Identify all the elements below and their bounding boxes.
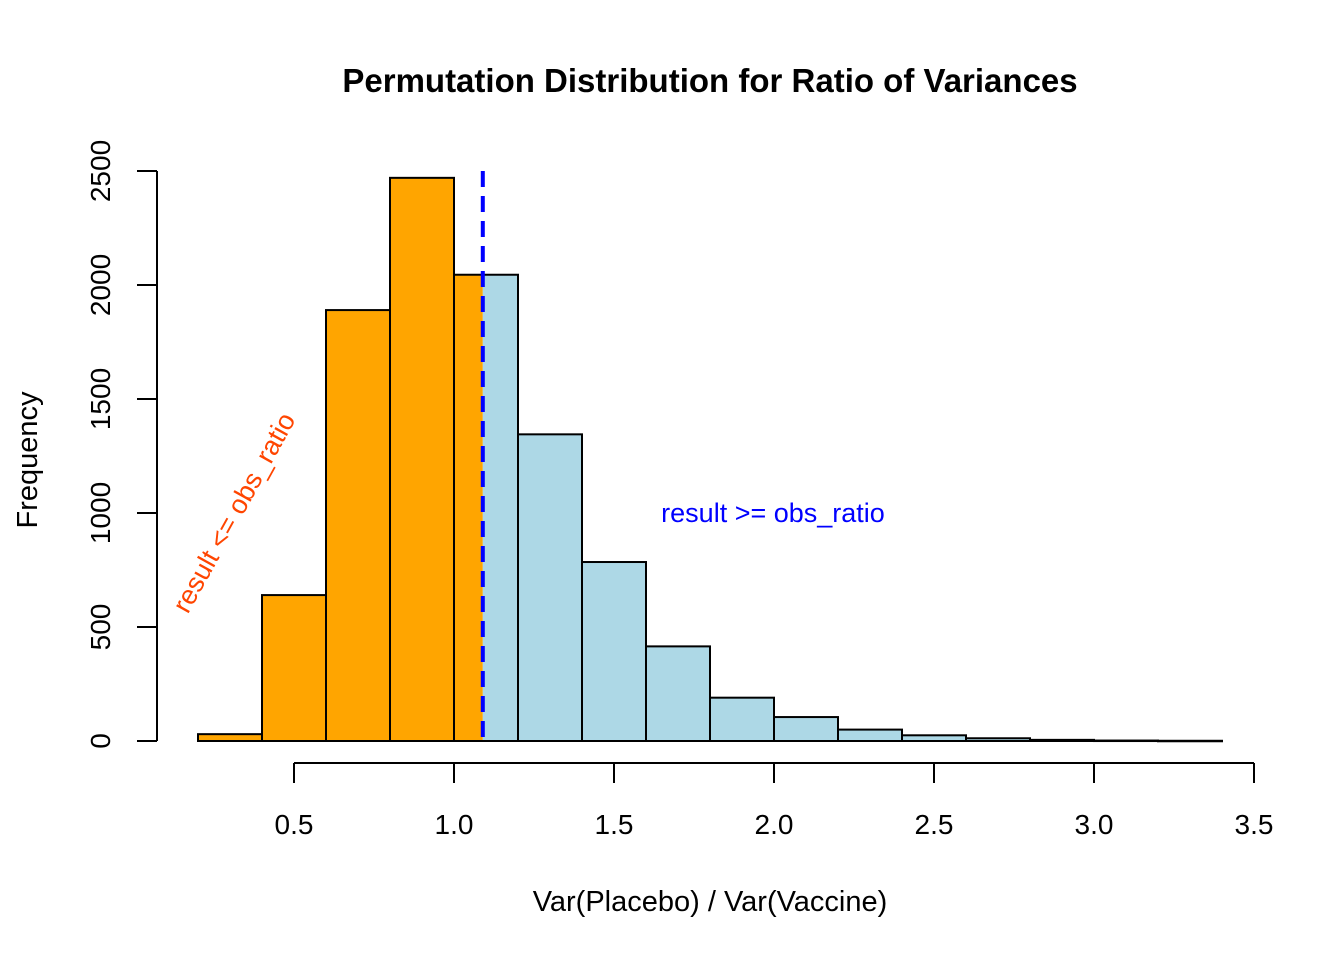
x-tick-label: 0.5: [275, 809, 314, 840]
annotation-above: result >= obs_ratio: [661, 498, 885, 528]
y-tick-label: 1500: [85, 368, 116, 430]
histogram-bar: [482, 274, 518, 741]
histogram-bar: [709, 696, 775, 742]
histogram-bar: [901, 734, 967, 742]
x-tick-label: 3.0: [1075, 809, 1114, 840]
y-tick-label: 0: [85, 733, 116, 749]
histogram-bar: [197, 733, 263, 742]
histogram-bar: [581, 561, 647, 743]
histogram-bar: [837, 728, 903, 742]
x-axis: 0.5 1.0 1.5 2.0 2.5 3.0 3.5: [275, 762, 1274, 840]
y-tick-label: 500: [85, 604, 116, 651]
histogram-bar: [389, 176, 455, 742]
histogram-bar: [454, 274, 483, 741]
y-tick-label: 2500: [85, 140, 116, 202]
histogram-bar: [645, 645, 711, 743]
x-tick-label: 1.0: [435, 809, 474, 840]
x-tick-label: 3.5: [1235, 809, 1274, 840]
histogram-bar: [1157, 739, 1223, 743]
histogram-bar: [517, 433, 583, 742]
histogram-bar: [773, 716, 839, 742]
y-tick-label: 2000: [85, 254, 116, 316]
x-tick-label: 1.5: [595, 809, 634, 840]
x-tick-label: 2.0: [755, 809, 794, 840]
x-tick-label: 2.5: [915, 809, 954, 840]
y-axis: 0 500 1000 1500 2000 2500: [85, 140, 158, 749]
chart-title: Permutation Distribution for Ratio of Va…: [342, 62, 1077, 99]
histogram-bar: [261, 594, 327, 743]
annotation-below: result <= obs_ratio: [167, 408, 302, 618]
histogram-bar: [325, 309, 391, 742]
histogram-bars: [197, 176, 1223, 743]
y-axis-label: Frequency: [12, 391, 44, 529]
y-tick-label: 1000: [85, 482, 116, 544]
histogram-bar: [965, 737, 1031, 742]
histogram-bar: [1093, 739, 1159, 743]
histogram-bar: [1029, 738, 1095, 742]
x-axis-label: Var(Placebo) / Var(Vaccine): [533, 886, 888, 918]
